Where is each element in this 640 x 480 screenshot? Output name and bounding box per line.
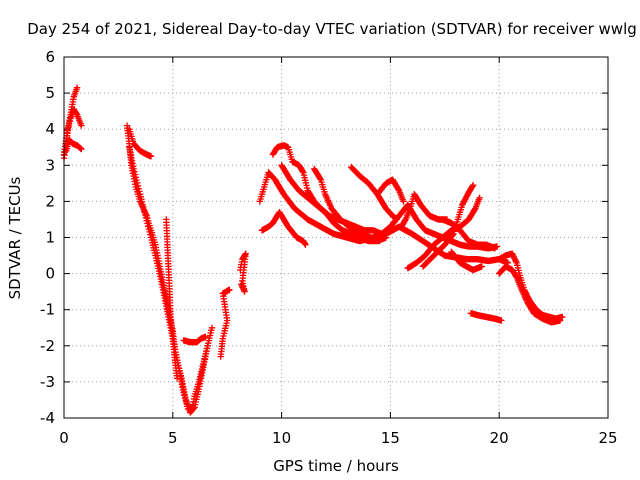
series-track-25 [496, 263, 564, 326]
x-tick-label: 5 [168, 429, 178, 447]
series-track-16 [348, 163, 401, 223]
data-marks [467, 310, 505, 324]
x-tick-label: 15 [381, 429, 400, 447]
chart-title: Day 254 of 2021, Sidereal Day-to-day VTE… [27, 20, 637, 38]
series-track-17 [374, 176, 407, 205]
data-marks [439, 216, 498, 252]
series-track-03 [63, 136, 85, 155]
y-tick-label: 5 [45, 84, 55, 102]
data-marks [217, 286, 233, 360]
data-marks [448, 248, 485, 274]
data-marks [348, 163, 401, 223]
data-marks [63, 136, 85, 155]
data-marks [374, 176, 407, 205]
y-tick-label: 3 [45, 156, 55, 174]
data-marks [237, 250, 249, 295]
y-tick-label: -4 [40, 409, 55, 427]
data-points-layer [60, 84, 566, 416]
data-marks [126, 126, 155, 160]
series-track-09 [217, 286, 233, 360]
series-track-22 [448, 248, 485, 274]
y-tick-label: -3 [40, 373, 55, 391]
series-track-23 [467, 310, 505, 324]
x-tick-label: 0 [59, 429, 69, 447]
tick-layer: -4 -3 -2 -1 0 1 2 3 4 5 6 0 5 10 15 20 25 [40, 48, 618, 447]
data-marks [163, 216, 181, 382]
data-marks [123, 122, 216, 413]
series-track-21 [439, 216, 498, 252]
series-track-08 [180, 333, 209, 346]
series-track-10 [237, 250, 249, 295]
series-track-04 [123, 122, 216, 413]
y-tick-label: 1 [45, 229, 55, 247]
data-marks [311, 165, 383, 245]
y-axis-label: SDTVAR / TECUs [6, 176, 24, 299]
y-tick-label: 4 [45, 120, 55, 138]
series-track-06 [126, 126, 155, 160]
y-tick-label: 0 [45, 265, 55, 283]
x-tick-label: 25 [598, 429, 617, 447]
series-track-11 [258, 209, 309, 248]
y-tick-label: -1 [40, 301, 55, 319]
series-track-07 [163, 216, 181, 382]
data-marks [180, 333, 209, 346]
data-marks [258, 209, 309, 248]
x-tick-label: 20 [490, 429, 509, 447]
plot-frame [63, 56, 609, 419]
x-tick-label: 10 [272, 429, 291, 447]
data-marks [496, 263, 564, 326]
y-tick-label: -2 [40, 337, 55, 355]
series-track-15 [311, 165, 383, 245]
y-tick-label: 2 [45, 192, 55, 210]
x-axis-label: GPS time / hours [273, 457, 399, 475]
y-tick-label: 6 [45, 48, 55, 66]
grid-layer [64, 57, 608, 418]
